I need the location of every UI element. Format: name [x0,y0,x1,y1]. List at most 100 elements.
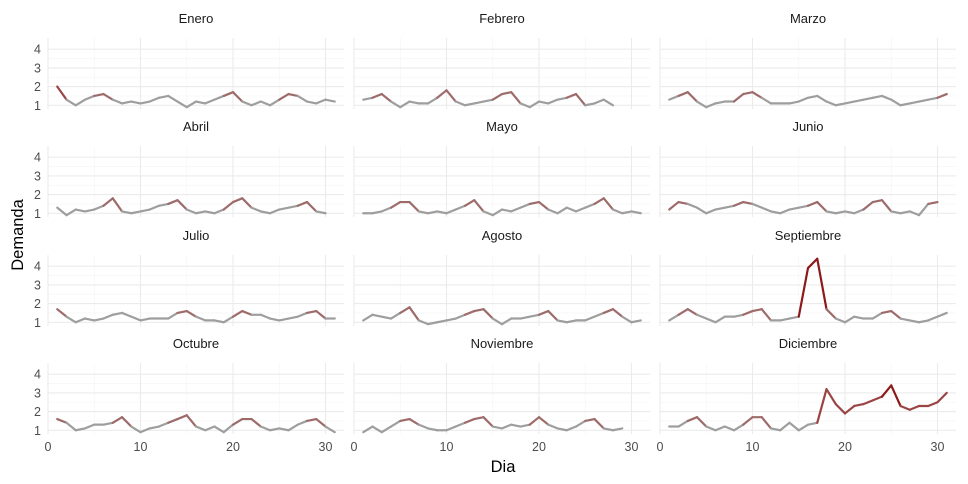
facet-panel: Diciembre 0 10 20 30 [657,336,956,454]
series-segment [102,421,114,426]
series-segment [83,317,96,322]
series-segment [732,423,745,432]
series-segment [797,423,810,432]
x-tick-label: 30 [625,440,639,454]
series-segment [834,317,847,324]
series-segment [528,100,541,109]
series-segment [473,199,485,213]
facet-label: Agosto [482,228,522,243]
series-segment [510,91,522,105]
x-tick-label: 20 [838,440,852,454]
series-segment [686,91,699,103]
series-segment [111,98,124,105]
series-segment [324,98,336,103]
x-tick-label: 20 [226,440,240,454]
series-segment [677,200,689,206]
series-segment [927,200,939,206]
series-segment [871,94,884,99]
series-segment [908,100,921,105]
series-segment [565,92,578,99]
facet-panel: Junio [659,119,956,217]
series-segment [760,206,773,213]
y-tick-label: 1 [34,424,41,438]
series-segment [473,416,485,421]
series-segment [83,208,96,213]
series-segment [157,421,170,428]
series-segment [287,315,299,320]
series-segment [305,100,318,105]
series-segment [686,308,699,316]
series-segment [278,206,290,211]
facet-label: Febrero [479,11,525,26]
facet-panel: Noviembre 0 10 20 30 [351,336,650,454]
series-segment [677,308,689,316]
y-tick-label: 3 [34,169,41,183]
series-segment [445,317,457,322]
series-segment [278,427,290,432]
series-segment [148,96,161,103]
series-segment [371,92,383,99]
series-segment [825,388,837,406]
series-segment [825,308,837,320]
series-segment [139,427,151,434]
series-segment [315,210,327,215]
series-segment [806,421,819,426]
series-segment [213,208,225,215]
series-segment [399,100,411,109]
facet-panel: Marzo [659,11,956,109]
series-segment [56,206,68,217]
series-segment [908,210,921,217]
series-segment [454,100,467,107]
series-segment [695,416,708,428]
series-segment [305,417,318,423]
series-segment [436,89,448,99]
series-segment [157,94,170,99]
series-segment [259,210,272,215]
series-segment [139,100,151,105]
series-segment [371,313,383,318]
series-segment [445,425,457,432]
series-segment [705,317,717,324]
series-segment [231,197,244,204]
facet-panel: Octubre 1 2 3 4 0 10 20 30 [34,336,344,454]
series-segment [296,94,309,103]
series-segment [751,202,763,209]
series-segment [259,425,272,432]
series-segment [120,416,133,428]
x-tick-label: 10 [440,440,454,454]
series-segment [500,317,513,326]
series-segment [853,403,865,408]
series-segment [519,102,531,109]
series-segment [556,427,568,432]
series-segment [417,423,430,430]
series-segment [417,210,430,215]
series-segment [93,317,105,322]
series-segment [65,421,77,432]
series-segment [788,206,800,211]
series-segment [797,96,810,103]
series-segment [788,315,800,320]
series-segment [584,315,596,322]
series-segment [139,208,151,213]
facet-panel: Mayo [353,119,650,217]
series-segment [556,206,568,215]
series-segment [806,200,819,207]
y-tick-label: 1 [34,99,41,113]
x-tick-label: 0 [657,440,664,454]
series-segment [482,308,494,320]
series-segment [742,309,754,316]
series-segment [714,425,726,432]
x-tick-label: 10 [746,440,760,454]
series-segment [362,313,374,322]
series-segment [83,423,96,430]
series-segment [936,311,948,318]
series-segment [528,313,541,318]
series-segment [936,391,948,404]
series-segment [176,309,188,315]
series-segment [222,200,235,211]
series-segment [463,102,476,107]
series-segment [880,199,893,213]
series-segment [547,309,559,322]
series-segment [584,202,596,209]
